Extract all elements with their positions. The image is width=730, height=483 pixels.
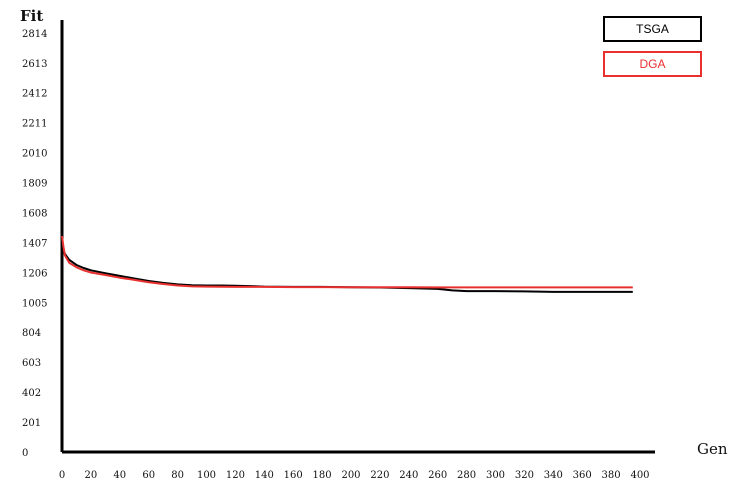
x-tick-label: 380 bbox=[602, 470, 621, 481]
y-tick-label: 804 bbox=[22, 328, 41, 339]
x-tick-label: 60 bbox=[142, 470, 155, 481]
y-tick-label: 1809 bbox=[22, 179, 47, 190]
y-tick-label: 201 bbox=[22, 418, 41, 429]
series-line-dga bbox=[61, 235, 633, 289]
x-tick-label: 320 bbox=[515, 470, 534, 481]
y-tick-label: 2010 bbox=[22, 149, 47, 160]
x-tick-label: 160 bbox=[284, 470, 303, 481]
x-tick-label: 180 bbox=[313, 470, 332, 481]
x-tick-label: 0 bbox=[59, 470, 65, 481]
y-tick-label: 2211 bbox=[22, 119, 47, 130]
y-tick-label: 2814 bbox=[22, 29, 47, 40]
legend-box bbox=[603, 16, 702, 42]
x-tick-label: 100 bbox=[197, 470, 216, 481]
x-tick-label: 280 bbox=[457, 470, 476, 481]
y-tick-labels: 0 201 402 603 804 1005 1206 1407 1608 1809 2010 221… bbox=[22, 29, 47, 459]
x-tick-label: 260 bbox=[428, 470, 447, 481]
x-axis-label: Gen bbox=[697, 440, 728, 458]
x-tick-label: 360 bbox=[573, 470, 592, 481]
series-group bbox=[61, 235, 633, 293]
y-tick-label: 402 bbox=[22, 388, 41, 399]
axes bbox=[60, 20, 655, 454]
x-tick-labels: 0 20 40 60 80 100 120 140 160 180 200 220 240 260 280 3… bbox=[59, 470, 650, 481]
y-tick-label: 2613 bbox=[22, 59, 47, 70]
x-tick-label: 40 bbox=[113, 470, 126, 481]
x-tick-label: 120 bbox=[226, 470, 245, 481]
x-tick-label: 80 bbox=[171, 470, 184, 481]
legend-label: DGA bbox=[639, 57, 665, 71]
y-tick-label: 1206 bbox=[22, 268, 47, 279]
y-tick-label: 1407 bbox=[22, 238, 47, 249]
x-tick-label: 200 bbox=[341, 470, 360, 481]
x-tick-label: 220 bbox=[370, 470, 389, 481]
x-tick-label: 340 bbox=[544, 470, 563, 481]
legend-item-tsga: TSGA bbox=[603, 16, 702, 42]
x-tick-label: 240 bbox=[399, 470, 418, 481]
x-tick-label: 20 bbox=[85, 470, 98, 481]
legend-label: TSGA bbox=[636, 22, 669, 36]
y-tick-label: 603 bbox=[22, 358, 41, 369]
y-tick-label: 1608 bbox=[22, 208, 47, 219]
y-tick-label: 2412 bbox=[22, 89, 47, 100]
x-tick-label: 140 bbox=[255, 470, 274, 481]
x-tick-label: 300 bbox=[486, 470, 505, 481]
legend-item-dga: DGA bbox=[603, 51, 702, 77]
x-tick-label: 400 bbox=[630, 470, 649, 481]
series-line-tsga bbox=[61, 243, 633, 293]
legend: TSGA DGA bbox=[603, 16, 702, 77]
y-axis-label: Fit bbox=[20, 7, 43, 25]
y-tick-label: 0 bbox=[22, 448, 28, 459]
y-tick-label: 1005 bbox=[22, 298, 47, 309]
legend-box bbox=[603, 51, 702, 77]
